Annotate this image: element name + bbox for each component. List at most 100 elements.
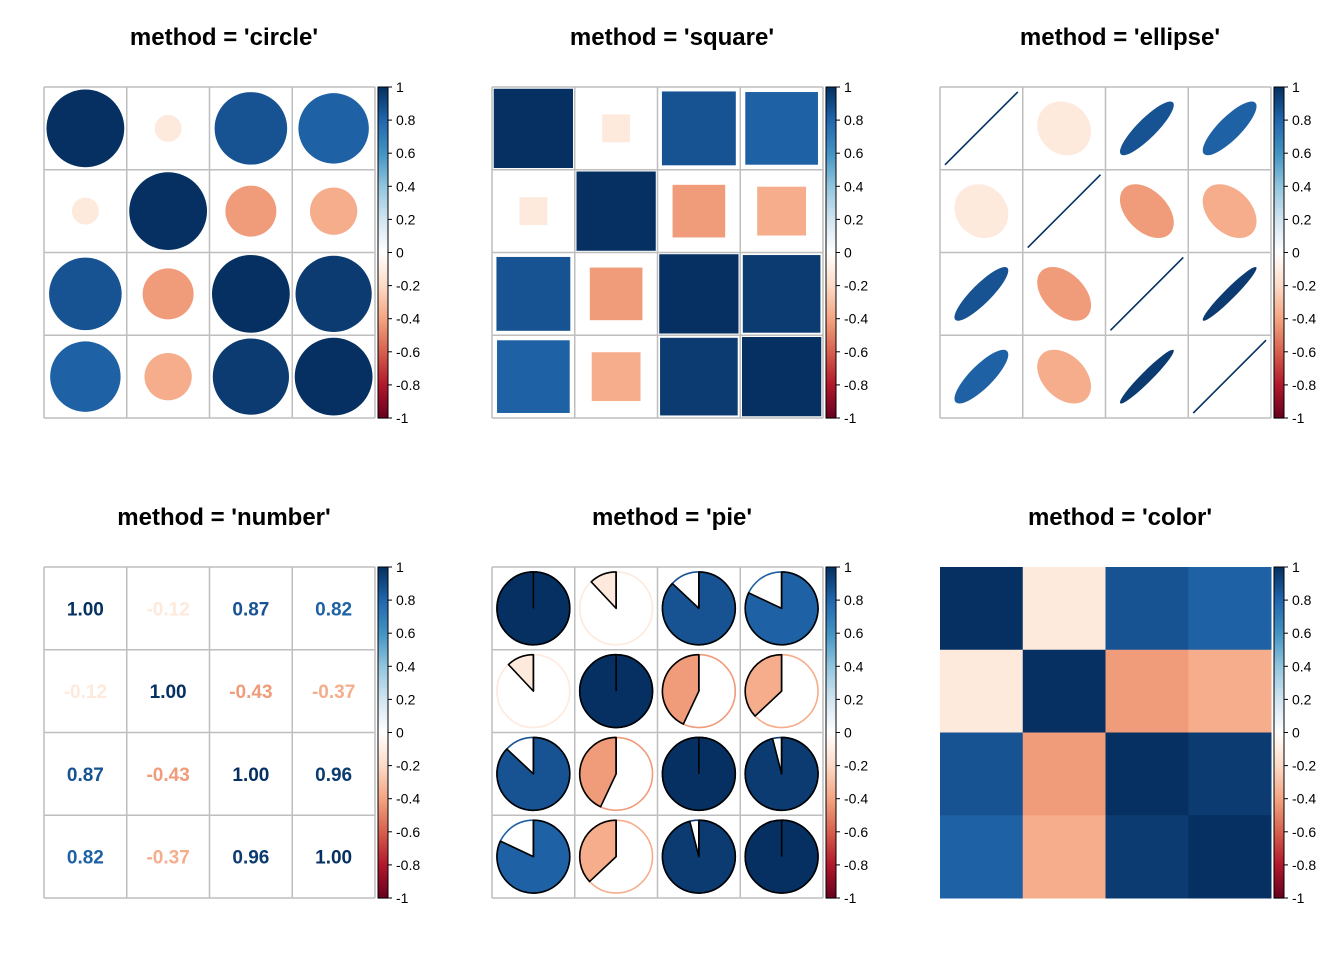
colorbar-band (1274, 591, 1284, 595)
colorbar-band (826, 264, 836, 267)
colorbar-band (826, 90, 836, 93)
colorbar-band (1274, 232, 1284, 235)
colorbar-band (1274, 383, 1284, 386)
colorbar-band (1274, 338, 1284, 341)
colorbar-band (1274, 826, 1284, 830)
colorbar-band (1274, 714, 1284, 717)
colorbar-band (378, 679, 388, 682)
colorbar-band (1274, 312, 1284, 315)
colorbar-band (378, 866, 388, 869)
colorbar-tick-label: -0.4 (844, 311, 868, 327)
colorbar-band (378, 699, 388, 702)
colorbar-band (1274, 144, 1284, 148)
colorbar-band (1274, 782, 1284, 785)
colorbar-band (826, 631, 836, 634)
colorbar-band (1274, 725, 1284, 729)
colorbar-band (378, 825, 388, 828)
colorbar-band (378, 762, 388, 765)
colorbar-band (826, 825, 836, 828)
colorbar-band (826, 830, 836, 833)
colorbar-band (378, 338, 388, 341)
colorbar-band (1274, 118, 1284, 121)
colorbar-band (826, 368, 836, 371)
colorbar-band (826, 331, 836, 335)
colorbar-band (1274, 250, 1284, 254)
colorbar-band (1274, 775, 1284, 778)
colorbar-band (378, 816, 388, 820)
color-cell-r3-c2 (1022, 732, 1106, 816)
colorbar-band (378, 120, 388, 123)
colorbar-band (826, 409, 836, 412)
colorbar-band (378, 833, 388, 836)
colorbar-band (826, 128, 836, 131)
colorbar-band (826, 869, 836, 873)
ellipse-cell-r3-c3 (1109, 256, 1184, 331)
colorbar-band (1274, 754, 1284, 757)
colorbar-band (826, 767, 836, 770)
colorbar-band (826, 269, 836, 272)
colorbar-band (1274, 214, 1284, 217)
number-cell-r2-c3: -0.43 (229, 682, 272, 703)
circle-cell-r2-c4 (309, 187, 358, 235)
colorbar-band (1274, 298, 1284, 302)
colorbar-band (378, 864, 388, 868)
colorbar-band (826, 851, 836, 854)
colorbar-band (826, 656, 836, 659)
colorbar-band (378, 201, 388, 204)
colorbar-tick-label: -0.2 (396, 278, 420, 294)
colorbar-band (826, 815, 836, 818)
colorbar-band (1274, 330, 1284, 333)
colorbar-band (826, 373, 836, 376)
colorbar-band (1274, 816, 1284, 820)
colorbar-band (826, 696, 836, 699)
colorbar-tick-label: 0.6 (844, 145, 864, 161)
colorbar-band (1274, 254, 1284, 257)
colorbar-band (378, 702, 388, 705)
colorbar-tick-label: 0.2 (396, 691, 416, 707)
colorbar-band (1274, 282, 1284, 285)
plot-number: 1.00 -0.12 0.87 0.82 -0.12 1.00 -0.43 -0.37 0.87… (43, 559, 420, 906)
colorbar-band (378, 103, 388, 106)
colorbar-band (378, 803, 388, 806)
colorbar-band (1274, 300, 1284, 303)
colorbar-band (378, 346, 388, 350)
colorbar-band (378, 222, 388, 225)
colorbar-band (1274, 361, 1284, 364)
colorbar-band (826, 712, 836, 715)
colorbar-band (826, 874, 836, 878)
colorbar-band (826, 414, 836, 417)
colorbar-band (378, 830, 388, 833)
colorbar-band (1274, 758, 1284, 762)
colorbar-band (378, 815, 388, 818)
colorbar-band (378, 130, 388, 133)
colorbar-band (1274, 333, 1284, 336)
colorbar-band (378, 669, 388, 672)
colorbar-band (1274, 265, 1284, 268)
colorbar-band (1274, 131, 1284, 134)
colorbar-band (378, 187, 388, 191)
colorbar-band (826, 292, 836, 295)
colorbar-band (1274, 186, 1284, 189)
colorbar-band (1274, 639, 1284, 643)
colorbar-band (1274, 201, 1284, 204)
colorbar-tick-label: 0 (844, 245, 852, 261)
colorbar-band (378, 795, 388, 798)
grid-ellipse (939, 86, 1272, 419)
colorbar-band (1274, 130, 1284, 133)
colorbar-band (826, 833, 836, 836)
colorbar-band (378, 570, 388, 573)
colorbar-band (1274, 149, 1284, 153)
colorbar-band (378, 300, 388, 303)
colorbar-band (1274, 798, 1284, 801)
colorbar-band (378, 591, 388, 595)
colorbar-band (826, 379, 836, 383)
colorbar-band (1274, 669, 1284, 672)
colorbar-band (1274, 166, 1284, 169)
colorbar-band (378, 692, 388, 696)
colorbar-band (1274, 863, 1284, 866)
colorbar-band (826, 643, 836, 646)
colorbar-band (378, 838, 388, 841)
colorbar-band (826, 758, 836, 762)
colorbar-band (378, 787, 388, 790)
colorbar-band (826, 355, 836, 358)
